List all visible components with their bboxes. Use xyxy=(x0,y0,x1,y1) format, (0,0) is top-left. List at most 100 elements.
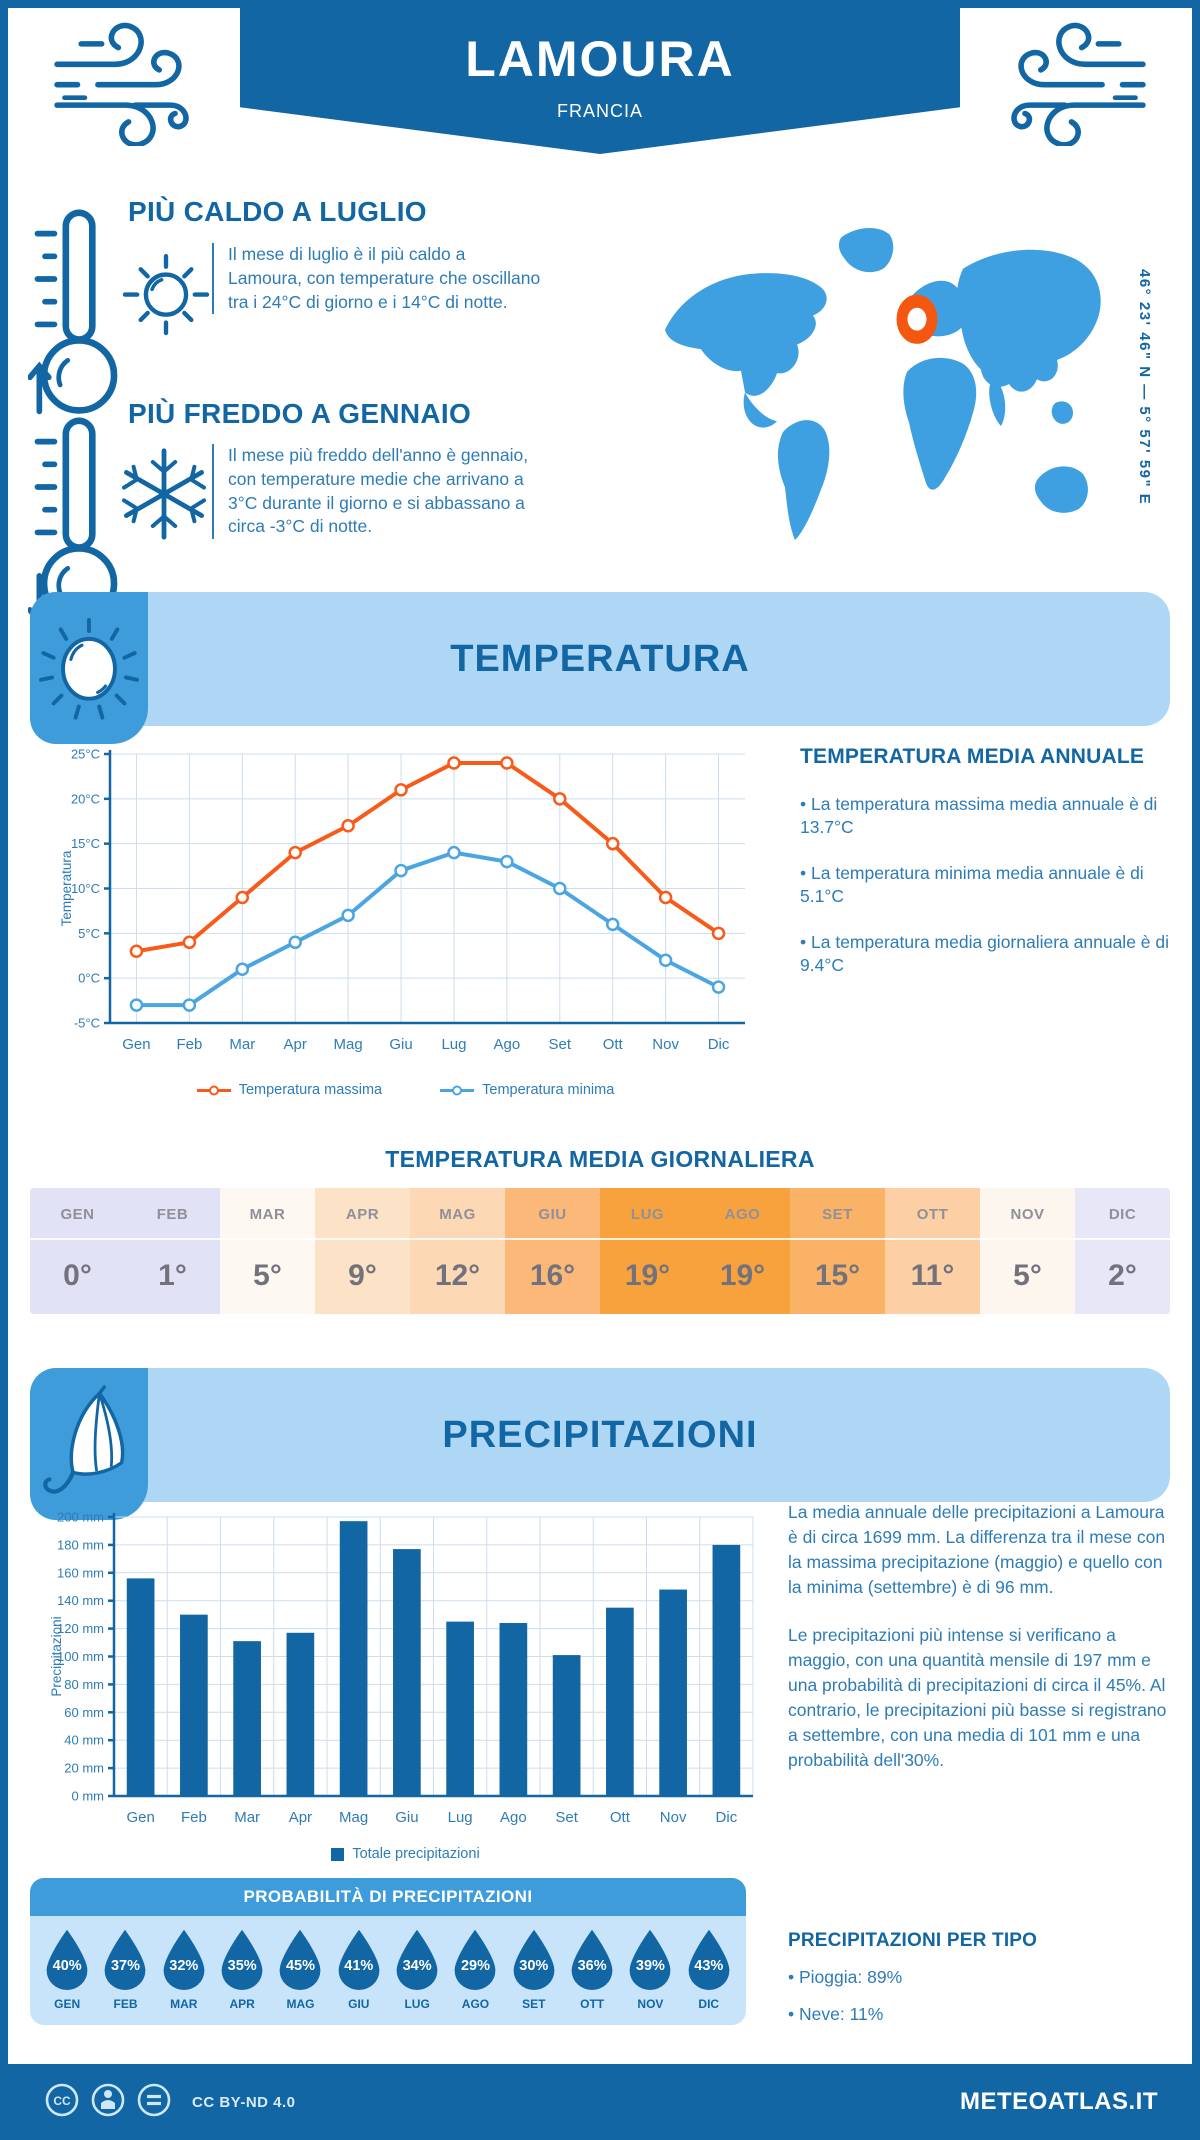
svg-text:40 mm: 40 mm xyxy=(64,1733,104,1748)
bar-chart-svg: 0 mm 20 mm 40 mm 60 mm 80 mm 100 mm 120 mm 140 … xyxy=(49,1510,754,1826)
svg-text:20 mm: 20 mm xyxy=(64,1761,104,1776)
droplet-icon xyxy=(513,1929,555,1990)
temp-table-column: DIC 2° xyxy=(1075,1188,1170,1314)
droplet-icon xyxy=(163,1929,205,1990)
precipitation-section-title: PRECIPITAZIONI xyxy=(442,1414,758,1456)
temp-table-column: GEN 0° xyxy=(30,1188,125,1314)
legend-item: Temperatura massima xyxy=(196,1082,382,1098)
droplet-month: APR xyxy=(229,1997,255,2011)
droplet-month: SET xyxy=(522,1997,546,2011)
droplet-icon xyxy=(630,1929,671,1990)
svg-text:Ago: Ago xyxy=(500,1809,527,1826)
svg-text:Set: Set xyxy=(549,1036,572,1053)
probability-droplet: 34% LUG xyxy=(392,1928,442,2011)
probability-droplets: 40% GEN 37% FEB 32% MAR 35% APR 45% MAG 41% GIU 34% L… xyxy=(30,1916,746,2025)
probability-droplet: 45% MAG xyxy=(275,1928,325,2011)
svg-text:Gen: Gen xyxy=(122,1036,150,1053)
svg-text:Apr: Apr xyxy=(284,1036,307,1053)
daily-temperature-heading: TEMPERATURA MEDIA GIORNALIERA xyxy=(385,1146,815,1172)
page-border-left xyxy=(0,0,8,2140)
snowflake-icon xyxy=(116,446,212,542)
warm-month-title: PIÙ CALDO A LUGLIO xyxy=(128,196,427,227)
coordinates-label: 46° 23' 46" N — 5° 57' 59" E xyxy=(1136,268,1153,506)
probability-droplet: 35% APR xyxy=(217,1928,267,2011)
svg-text:200 mm: 200 mm xyxy=(57,1510,104,1525)
site-label: METEOATLAS.IT xyxy=(959,2088,1158,2115)
temp-table-column: FEB 1° xyxy=(125,1188,220,1314)
droplet-percentage: 36% xyxy=(577,1958,607,1974)
temp-table-month: LUG xyxy=(600,1188,695,1240)
temp-table-value: 19° xyxy=(719,1259,766,1292)
by-type-bullet: Neve: 11% xyxy=(788,2003,1170,2026)
svg-text:Ago: Ago xyxy=(494,1036,521,1053)
page-title: LAMOURA xyxy=(465,31,735,87)
temp-table-value: 11° xyxy=(910,1259,955,1292)
svg-text:CC: CC xyxy=(53,2094,71,2108)
cold-month-text: Il mese più freddo dell'anno è gennaio, … xyxy=(212,444,544,540)
temperature-section-title: TEMPERATURA xyxy=(450,638,750,680)
page-border-top xyxy=(0,0,1200,8)
legend-swatch xyxy=(331,1847,345,1861)
svg-text:Precipitazioni: Precipitazioni xyxy=(49,1616,64,1696)
probability-droplet: 41% GIU xyxy=(334,1928,384,2011)
svg-text:Apr: Apr xyxy=(289,1809,312,1826)
droplet-month: NOV xyxy=(637,1997,664,2011)
annual-bullet: La temperatura media giornaliera annuale… xyxy=(800,931,1172,978)
temp-table-month: FEB xyxy=(125,1188,220,1240)
svg-text:Feb: Feb xyxy=(181,1809,207,1826)
legend-item: Totale precipitazioni xyxy=(331,1846,480,1862)
droplet-icon xyxy=(221,1929,263,1990)
svg-text:Feb: Feb xyxy=(176,1036,202,1053)
legend-label: Totale precipitazioni xyxy=(352,1846,480,1862)
sun-icon xyxy=(118,244,214,340)
droplet-percentage: 35% xyxy=(227,1958,257,1974)
temp-table-month: DIC xyxy=(1075,1188,1170,1240)
temp-table-value: 9° xyxy=(348,1259,377,1292)
droplet-month: MAR xyxy=(170,1997,198,2011)
svg-text:120 mm: 120 mm xyxy=(57,1621,104,1636)
precipitation-by-type-panel: PRECIPITAZIONI PER TIPO Pioggia: 89% Neve… xyxy=(788,1930,1170,2027)
temp-table-value: 15° xyxy=(814,1259,861,1292)
droplet-icon xyxy=(280,1929,321,1990)
svg-text:Lug: Lug xyxy=(441,1036,466,1053)
by-type-bullet: Pioggia: 89% xyxy=(788,1966,1170,1989)
svg-text:20°C: 20°C xyxy=(71,791,100,806)
page-subtitle: FRANCIA xyxy=(556,101,643,121)
droplet-month: GIU xyxy=(348,1997,370,2011)
footer-bar: CC CC BY-ND 4.0 METEOATLAS.IT xyxy=(0,2064,1200,2140)
svg-text:Gen: Gen xyxy=(126,1809,154,1826)
location-marker xyxy=(896,294,938,344)
svg-text:100 mm: 100 mm xyxy=(57,1649,104,1664)
droplet-icon xyxy=(338,1929,380,1990)
temp-table-value: 19° xyxy=(624,1259,671,1292)
temp-table-month: GIU xyxy=(505,1188,600,1240)
svg-text:10°C: 10°C xyxy=(71,881,100,896)
wind-icon xyxy=(30,16,216,148)
droplet-icon xyxy=(396,1929,438,1990)
svg-text:25°C: 25°C xyxy=(71,747,100,762)
temp-table-column: NOV 5° xyxy=(980,1188,1075,1314)
svg-text:Nov: Nov xyxy=(652,1036,679,1053)
temperature-chart-legend: Temperatura massima Temperatura minima xyxy=(58,1082,753,1098)
svg-text:Giu: Giu xyxy=(395,1809,418,1826)
probability-droplet: 39% NOV xyxy=(625,1928,675,2011)
temperature-banner-icon-segment xyxy=(30,592,148,744)
legend-swatch xyxy=(440,1085,475,1095)
legend-swatch xyxy=(196,1085,231,1095)
droplet-month: LUG xyxy=(404,1997,430,2011)
droplet-icon xyxy=(105,1929,146,1990)
temp-table-month: APR xyxy=(315,1188,410,1240)
droplet-percentage: 43% xyxy=(694,1958,724,1974)
warm-month-text: Il mese di luglio è il più caldo a Lamou… xyxy=(212,243,544,315)
droplet-percentage: 40% xyxy=(52,1958,82,1974)
droplet-month: FEB xyxy=(113,1997,138,2011)
svg-text:Dic: Dic xyxy=(716,1809,738,1826)
temp-table-column: OTT 11° xyxy=(885,1188,980,1314)
temp-table-value: 12° xyxy=(434,1259,481,1292)
probability-droplet: 37% FEB xyxy=(100,1928,150,2011)
temp-table-month: SET xyxy=(790,1188,885,1240)
temp-table-month: NOV xyxy=(980,1188,1075,1240)
droplet-percentage: 45% xyxy=(285,1958,315,1974)
droplet-month: GEN xyxy=(54,1997,81,2011)
temp-table-column: MAR 5° xyxy=(220,1188,315,1314)
